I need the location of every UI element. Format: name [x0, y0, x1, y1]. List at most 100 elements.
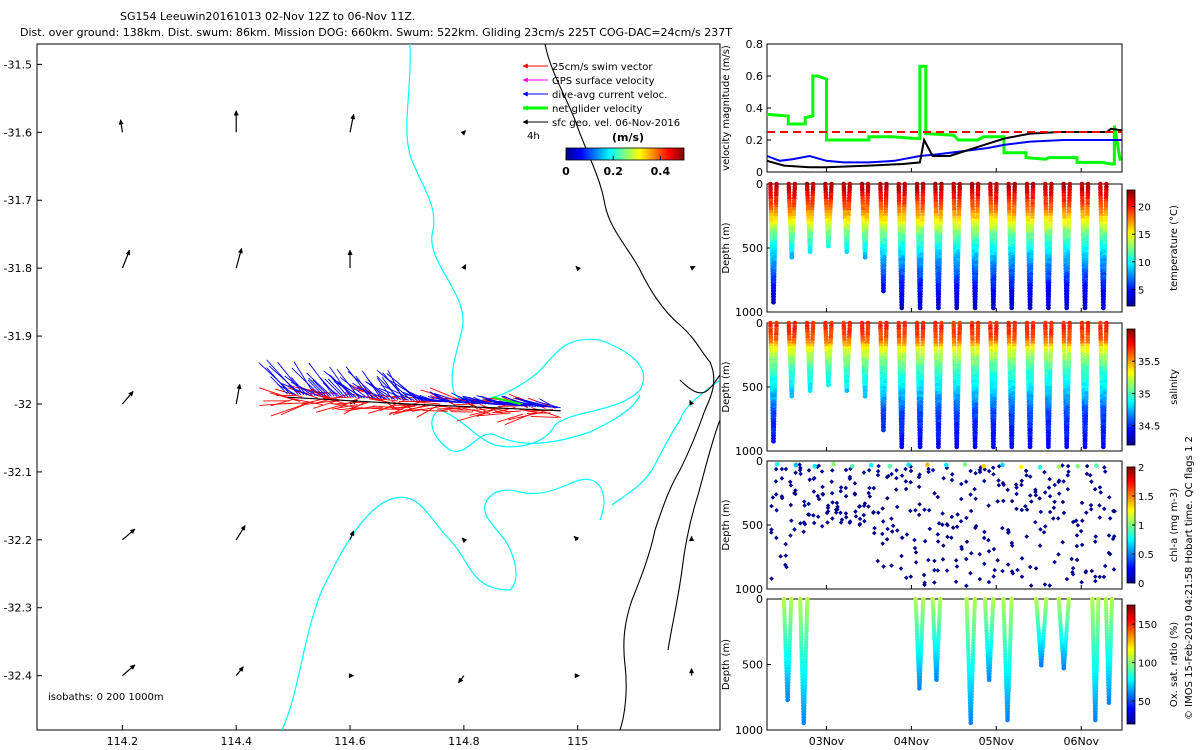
- swim-vector: [269, 392, 301, 402]
- data-point: [875, 472, 881, 478]
- data-point: [773, 466, 779, 472]
- data-point: [908, 480, 913, 485]
- data-point: [847, 476, 853, 481]
- data-point: [1005, 487, 1010, 493]
- data-point: [1027, 564, 1033, 570]
- coastline-south: [281, 478, 605, 730]
- data-point: [867, 494, 873, 499]
- data-point: [789, 254, 795, 260]
- legend-label-0: 25cm/s swim vector: [552, 62, 653, 73]
- data-point: [838, 510, 843, 516]
- data-point: [838, 520, 844, 525]
- dac-vector: [333, 381, 365, 399]
- data-point: [1015, 567, 1020, 573]
- swim-vector: [288, 397, 323, 406]
- data-point: [861, 470, 867, 475]
- data-point: [899, 444, 905, 450]
- xtick-label: 05Nov: [979, 735, 1015, 748]
- data-point: [986, 503, 991, 508]
- swim-vector: [492, 410, 521, 414]
- data-point: [922, 538, 928, 544]
- data-point: [1065, 463, 1071, 469]
- data-point: [1055, 516, 1061, 521]
- data-point: [1106, 700, 1112, 705]
- dac-vector: [291, 367, 321, 397]
- geo-vector-head: [118, 119, 124, 125]
- data-point: [806, 468, 812, 473]
- data-point: [913, 560, 919, 565]
- ylabel-chla: Depth (m): [721, 499, 732, 550]
- data-point: [1033, 566, 1039, 571]
- ylabel-velocity: velocity magnitude (m/s): [721, 45, 732, 171]
- map-ytick-label: -31.7: [4, 194, 32, 207]
- data-point: [829, 479, 834, 484]
- data-point: [949, 535, 954, 540]
- colorbar-tick-label: 35.5: [1138, 357, 1160, 368]
- data-point: [894, 475, 899, 481]
- legend-swatch-0-head: [522, 63, 528, 69]
- data-point: [899, 553, 904, 559]
- data-point: [972, 305, 978, 311]
- surface-point: [1000, 462, 1005, 468]
- data-point: [785, 697, 790, 703]
- data-point: [1073, 518, 1079, 523]
- colorbar-tick-label: 0.5: [1138, 550, 1154, 561]
- data-point: [788, 502, 794, 508]
- data-point: [903, 466, 908, 472]
- data-point: [917, 305, 923, 311]
- data-point: [1089, 479, 1094, 484]
- map-ytick-label: -31.9: [4, 330, 32, 343]
- data-point: [1038, 527, 1043, 532]
- dac-vector: [433, 393, 465, 404]
- data-point: [935, 539, 941, 544]
- map-colorbar: [565, 147, 685, 161]
- data-point: [973, 471, 978, 476]
- legend-swatch-2-head: [522, 91, 528, 97]
- dac-vector: [453, 399, 481, 405]
- data-point: [1064, 305, 1070, 311]
- data-point: [861, 512, 867, 518]
- dac-vector: [470, 401, 500, 406]
- data-point: [1005, 562, 1011, 567]
- data-point: [798, 471, 803, 477]
- data-point: [770, 495, 776, 500]
- data-point: [991, 305, 996, 311]
- swim-vector: [270, 403, 306, 417]
- data-point: [964, 515, 969, 521]
- data-point: [996, 483, 1002, 488]
- data-point: [1013, 482, 1019, 487]
- geo-vector-head: [349, 530, 355, 537]
- data-point: [1084, 471, 1090, 477]
- ytick-label: 0.8: [746, 38, 764, 51]
- data-point: [875, 558, 881, 564]
- ytick-label: 500: [742, 242, 763, 255]
- dac-vector: [536, 401, 561, 409]
- dac-vector: [382, 372, 407, 401]
- data-point: [977, 576, 983, 582]
- data-point: [955, 512, 960, 517]
- map-axis-ticks: 114.2 114.4 114.6 114.8 115-31.5-31.6-31.7-3…: [4, 58, 589, 748]
- surface-point: [1075, 463, 1080, 469]
- data-point: [926, 466, 931, 472]
- colorbar-tick-label: 1.5: [1138, 492, 1154, 503]
- geo-vector-head: [233, 110, 239, 116]
- geo-vector-head: [128, 390, 134, 397]
- surface-point: [812, 463, 818, 469]
- swim-vector: [348, 401, 371, 410]
- colorbar-tick-label: 50: [1138, 697, 1151, 708]
- data-point: [872, 525, 877, 531]
- data-point: [972, 444, 978, 450]
- data-point: [1093, 717, 1098, 723]
- data-point: [825, 503, 831, 508]
- data-point: [1089, 568, 1095, 574]
- isobath-east: [667, 419, 720, 651]
- data-point: [833, 507, 839, 512]
- data-point: [889, 563, 894, 568]
- data-point: [783, 553, 789, 558]
- ytick-label: 0.6: [746, 70, 764, 83]
- data-point: [982, 529, 987, 535]
- data-point: [1039, 663, 1044, 668]
- swim-vector: [371, 407, 403, 411]
- colorbar-tick-label: 10: [1138, 258, 1151, 269]
